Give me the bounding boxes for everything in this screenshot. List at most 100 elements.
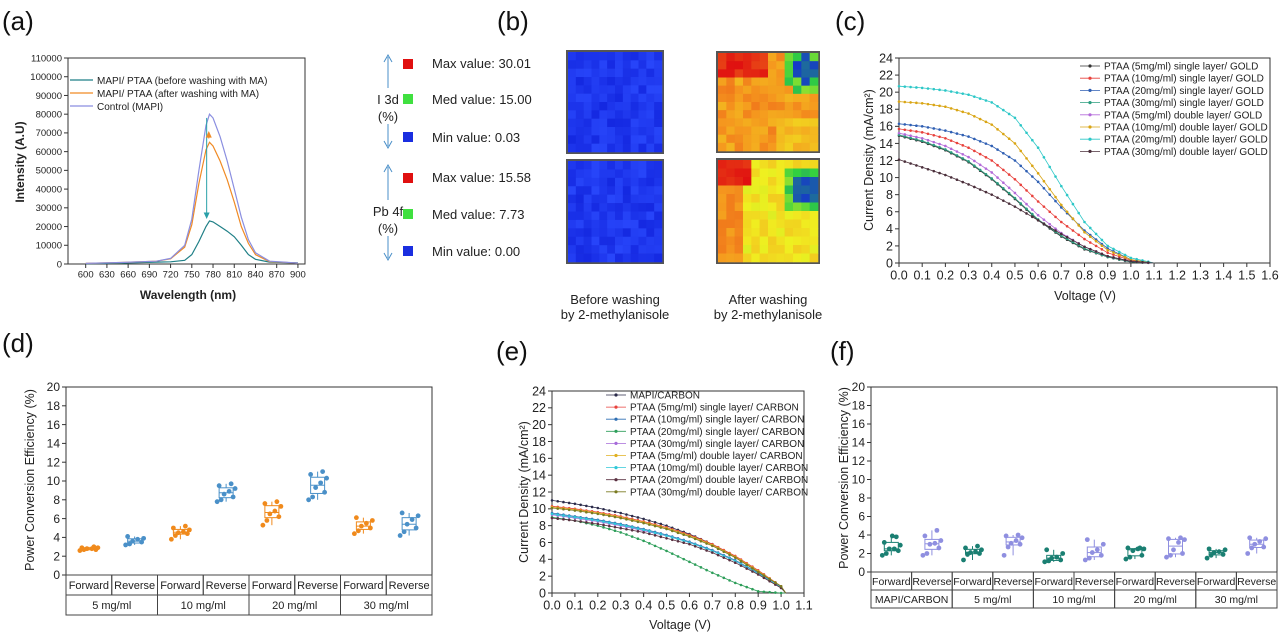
data-point [881, 540, 887, 545]
map-cell [759, 118, 769, 127]
data-point [949, 130, 953, 134]
map-cell [615, 93, 624, 103]
data-point [909, 85, 912, 89]
map-cell [768, 160, 777, 169]
map-cell [630, 194, 639, 204]
map-cell [630, 93, 639, 103]
box-forward [77, 544, 101, 553]
data-point [961, 153, 965, 156]
data-point [123, 542, 129, 548]
data-point [1002, 199, 1005, 202]
map-cell [591, 211, 600, 221]
data-point [682, 557, 686, 561]
scan-direction-label: Reverse [1237, 576, 1276, 588]
data-point [278, 503, 284, 509]
panel-label-c: (c) [835, 6, 865, 36]
map-cell [718, 177, 727, 186]
data-point [1048, 165, 1052, 169]
legend-label: PTAA (30mg/ml) single layer/ GOLD [1104, 98, 1264, 109]
map-cell [801, 194, 810, 203]
legend-label: MAPI/ PTAA (after washing with MA) [97, 89, 259, 100]
map-cell [768, 202, 777, 212]
map-cell [599, 245, 608, 254]
map-cell [583, 236, 592, 246]
data-point [130, 538, 136, 544]
y-tick-label: 2 [539, 570, 546, 584]
map-cell [801, 85, 810, 95]
map-cell [718, 118, 727, 127]
map-cell [759, 177, 769, 186]
map-cell [646, 253, 655, 263]
map-cell [599, 211, 608, 221]
data-point [602, 507, 605, 511]
map-cell [568, 135, 577, 144]
map-cell [751, 211, 760, 220]
map-cell [654, 161, 663, 170]
map-cell [615, 77, 624, 86]
data-point [1019, 208, 1023, 212]
map-cell [599, 161, 608, 170]
x-tick-label: 0.7 [1053, 269, 1070, 283]
legend-marker [1088, 101, 1092, 105]
x-tick-label: 750 [184, 270, 200, 281]
data-point [1071, 229, 1075, 232]
map-cell [654, 93, 663, 103]
max-value: Max value: 30.01 [432, 56, 531, 71]
y-tick-label: 22 [879, 68, 893, 82]
x-tick-label: 870 [269, 270, 285, 281]
map-cell [751, 118, 760, 127]
map-cell [654, 102, 663, 111]
data-point [1036, 146, 1040, 149]
data-point [1036, 218, 1040, 222]
map-after-washing [716, 158, 820, 264]
map-cell [607, 85, 616, 94]
map-cell [591, 203, 600, 212]
legend-marker [614, 478, 618, 482]
map-cell [759, 211, 769, 220]
data-point [135, 536, 141, 542]
map-cell [607, 135, 616, 144]
data-point [926, 102, 930, 106]
scan-direction-label: Forward [1034, 576, 1073, 588]
map-cell [734, 168, 744, 178]
map-cell [622, 52, 631, 61]
map-cell [630, 219, 639, 229]
map-cell [793, 202, 802, 212]
map-cell [793, 85, 802, 95]
map-cell [575, 68, 584, 78]
map-cell [801, 61, 810, 70]
data-point [1112, 247, 1115, 251]
data-point [909, 136, 912, 140]
map-cell [630, 228, 639, 238]
map-cell [734, 134, 744, 144]
y-tick-label: 6 [53, 512, 60, 526]
data-point [550, 516, 554, 520]
data-point [659, 547, 663, 550]
map-cell [654, 253, 663, 263]
map-cell [751, 185, 760, 195]
map-cell [718, 219, 727, 229]
map-cell [607, 93, 616, 103]
data-point [739, 564, 743, 567]
map-cell [599, 169, 608, 179]
map-cell [568, 203, 577, 212]
map-cell [801, 142, 810, 152]
data-point [642, 517, 645, 521]
map-cell [734, 118, 744, 127]
map-cell [615, 135, 624, 144]
map-cell [583, 245, 592, 254]
data-point [973, 549, 978, 555]
x-tick-label: 0.3 [612, 599, 629, 613]
data-point [184, 531, 190, 537]
data-point [739, 559, 743, 563]
map-cell [743, 134, 752, 144]
map-cell [630, 135, 639, 144]
data-point [642, 521, 645, 525]
map-cell [751, 77, 760, 86]
data-point [625, 518, 628, 521]
data-point [990, 101, 994, 104]
data-point [1048, 222, 1052, 226]
map-cell [793, 236, 802, 246]
data-point [399, 510, 405, 516]
y-tick-label: 4 [539, 553, 546, 567]
